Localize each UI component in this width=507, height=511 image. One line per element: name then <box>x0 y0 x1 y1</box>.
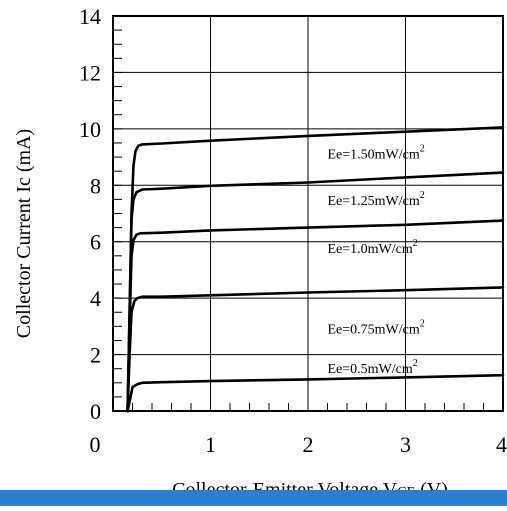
y-tick-label: 6 <box>90 230 101 255</box>
y-tick-label: 0 <box>90 399 101 424</box>
series-label-superscript: 2 <box>420 143 425 154</box>
series-label-3: Ee=1.25mW/cm2 <box>328 190 425 209</box>
x-tick-label: 0 <box>90 432 101 457</box>
series-label-superscript: 2 <box>420 190 425 201</box>
series-label-text: Ee=1.0mW/cm <box>328 242 413 257</box>
series-line-4 <box>126 126 505 413</box>
series-line-0 <box>126 373 505 413</box>
series-line-1 <box>126 286 505 413</box>
bottom-color-strip <box>0 490 507 506</box>
x-tick-label: 4 <box>496 432 507 457</box>
series-label-text: Ee=0.5mW/cm <box>328 362 413 377</box>
series-label-text: Ee=1.25mW/cm <box>328 194 420 209</box>
series-label-superscript: 2 <box>420 318 425 329</box>
series-label-superscript: 2 <box>413 238 418 249</box>
x-tick-label: 1 <box>205 432 216 457</box>
series-label-text: Ee=1.50mW/cm <box>328 147 420 162</box>
series-label-0: Ee=0.5mW/cm2 <box>328 358 418 377</box>
series-label-superscript: 2 <box>413 358 418 369</box>
x-tick-label: 3 <box>400 432 411 457</box>
y-tick-label: 8 <box>90 173 101 198</box>
series-label-4: Ee=1.50mW/cm2 <box>328 143 425 162</box>
plot-frame <box>112 15 504 412</box>
series-label-text: Ee=0.75mW/cm <box>328 322 420 337</box>
y-tick-label: 2 <box>90 343 101 368</box>
y-tick-label: 10 <box>79 117 101 142</box>
y-tick-label: 14 <box>79 4 101 29</box>
y-tick-label: 4 <box>90 286 101 311</box>
series-label-2: Ee=1.0mW/cm2 <box>328 238 418 257</box>
series-label-1: Ee=0.75mW/cm2 <box>328 318 425 337</box>
y-axis-title: Collector Current Ic (mA) <box>13 129 35 338</box>
x-tick-label: 2 <box>303 432 314 457</box>
y-tick-label: 12 <box>79 60 101 85</box>
